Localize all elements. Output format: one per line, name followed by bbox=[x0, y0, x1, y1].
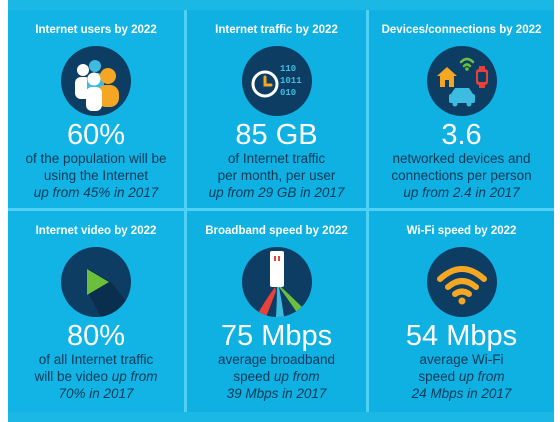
broadband-cable-icon bbox=[241, 247, 312, 317]
stats-grid: Internet users by 2022 60% of the popula… bbox=[8, 10, 554, 412]
tile-title: Devices/connections by 2022 bbox=[381, 24, 542, 36]
divider bbox=[184, 211, 187, 412]
desc-line: up from 29 GB in 2017 bbox=[208, 185, 345, 200]
connected-devices-icon bbox=[426, 46, 497, 116]
play-icon bbox=[61, 247, 131, 317]
desc-line: speed up from bbox=[369, 368, 554, 385]
stat-description: average Wi-Fi speed up from 24 Mbps in 2… bbox=[369, 351, 554, 402]
desc-line: connections per person bbox=[391, 168, 532, 183]
binary-row: 010 bbox=[280, 88, 296, 98]
people-icon bbox=[61, 46, 131, 116]
clock-binary-icon: 110 1011 010 bbox=[241, 46, 312, 116]
tile-title: Internet video by 2022 bbox=[35, 225, 157, 237]
tile-broadband-speed: Broadband speed by 2022 75 Mbps average … bbox=[187, 211, 366, 412]
tile-internet-users: Internet users by 2022 60% of the popula… bbox=[8, 10, 184, 208]
stat-value: 54 Mbps bbox=[405, 320, 518, 352]
stat-value: 85 GB bbox=[235, 119, 318, 151]
desc-text: up from bbox=[111, 369, 158, 384]
desc-text: up from bbox=[458, 369, 505, 384]
wifi-icon bbox=[426, 247, 497, 317]
stat-value: 75 Mbps bbox=[220, 320, 333, 352]
divider bbox=[369, 208, 554, 211]
divider bbox=[366, 211, 369, 412]
binary-row: 110 bbox=[280, 64, 296, 74]
divider bbox=[8, 208, 184, 211]
desc-line: average broadband bbox=[217, 352, 336, 367]
desc-line: per month, per user bbox=[217, 168, 336, 183]
divider bbox=[187, 208, 366, 211]
desc-line: of the population will be bbox=[25, 151, 167, 166]
stat-description: average broadband speed up from 39 Mbps … bbox=[187, 351, 366, 402]
stat-value: 3.6 bbox=[441, 119, 482, 151]
divider bbox=[184, 10, 187, 208]
desc-line: using the Internet bbox=[43, 168, 149, 183]
divider bbox=[366, 208, 369, 211]
tile-internet-video: Internet video by 2022 80% of all Intern… bbox=[8, 211, 184, 412]
desc-line: 70% in 2017 bbox=[58, 386, 134, 401]
desc-line: of Internet traffic bbox=[227, 151, 326, 166]
desc-text: speed bbox=[233, 369, 274, 384]
divider bbox=[184, 208, 187, 211]
tile-title: Internet users by 2022 bbox=[35, 24, 157, 36]
tile-title: Broadband speed by 2022 bbox=[205, 225, 348, 237]
desc-line: 39 Mbps in 2017 bbox=[226, 386, 327, 401]
stat-value: 60% bbox=[66, 119, 126, 151]
tile-title: Wi-Fi speed by 2022 bbox=[406, 225, 517, 237]
stat-description: networked devices and connections per pe… bbox=[369, 150, 554, 201]
stat-description: of all Internet traffic will be video up… bbox=[8, 351, 184, 402]
desc-line: average Wi-Fi bbox=[419, 352, 504, 367]
desc-text: up from bbox=[273, 369, 320, 384]
desc-line: networked devices and bbox=[392, 151, 531, 166]
desc-text: speed bbox=[418, 369, 459, 384]
binary-row: 1011 bbox=[280, 76, 302, 86]
stat-description: of Internet traffic per month, per user … bbox=[187, 150, 366, 201]
tile-internet-traffic: Internet traffic by 2022 110 1011 010 85… bbox=[187, 10, 366, 208]
divider bbox=[366, 10, 369, 208]
stat-value: 80% bbox=[66, 320, 126, 352]
desc-text: will be video bbox=[34, 369, 112, 384]
tile-wifi-speed: Wi-Fi speed by 2022 54 Mbps average Wi-F… bbox=[369, 211, 554, 412]
tile-devices-connections: Devices/connections by 2022 3.6 net bbox=[369, 10, 554, 208]
desc-line: 24 Mbps in 2017 bbox=[411, 386, 512, 401]
tile-title: Internet traffic by 2022 bbox=[215, 24, 338, 36]
desc-line: up from 45% in 2017 bbox=[33, 185, 159, 200]
desc-line: will be video up from bbox=[8, 368, 184, 385]
stat-description: of the population will be using the Inte… bbox=[8, 150, 184, 201]
desc-line: up from 2.4 in 2017 bbox=[403, 185, 520, 200]
desc-line: speed up from bbox=[187, 368, 366, 385]
desc-line: of all Internet traffic bbox=[38, 352, 154, 367]
